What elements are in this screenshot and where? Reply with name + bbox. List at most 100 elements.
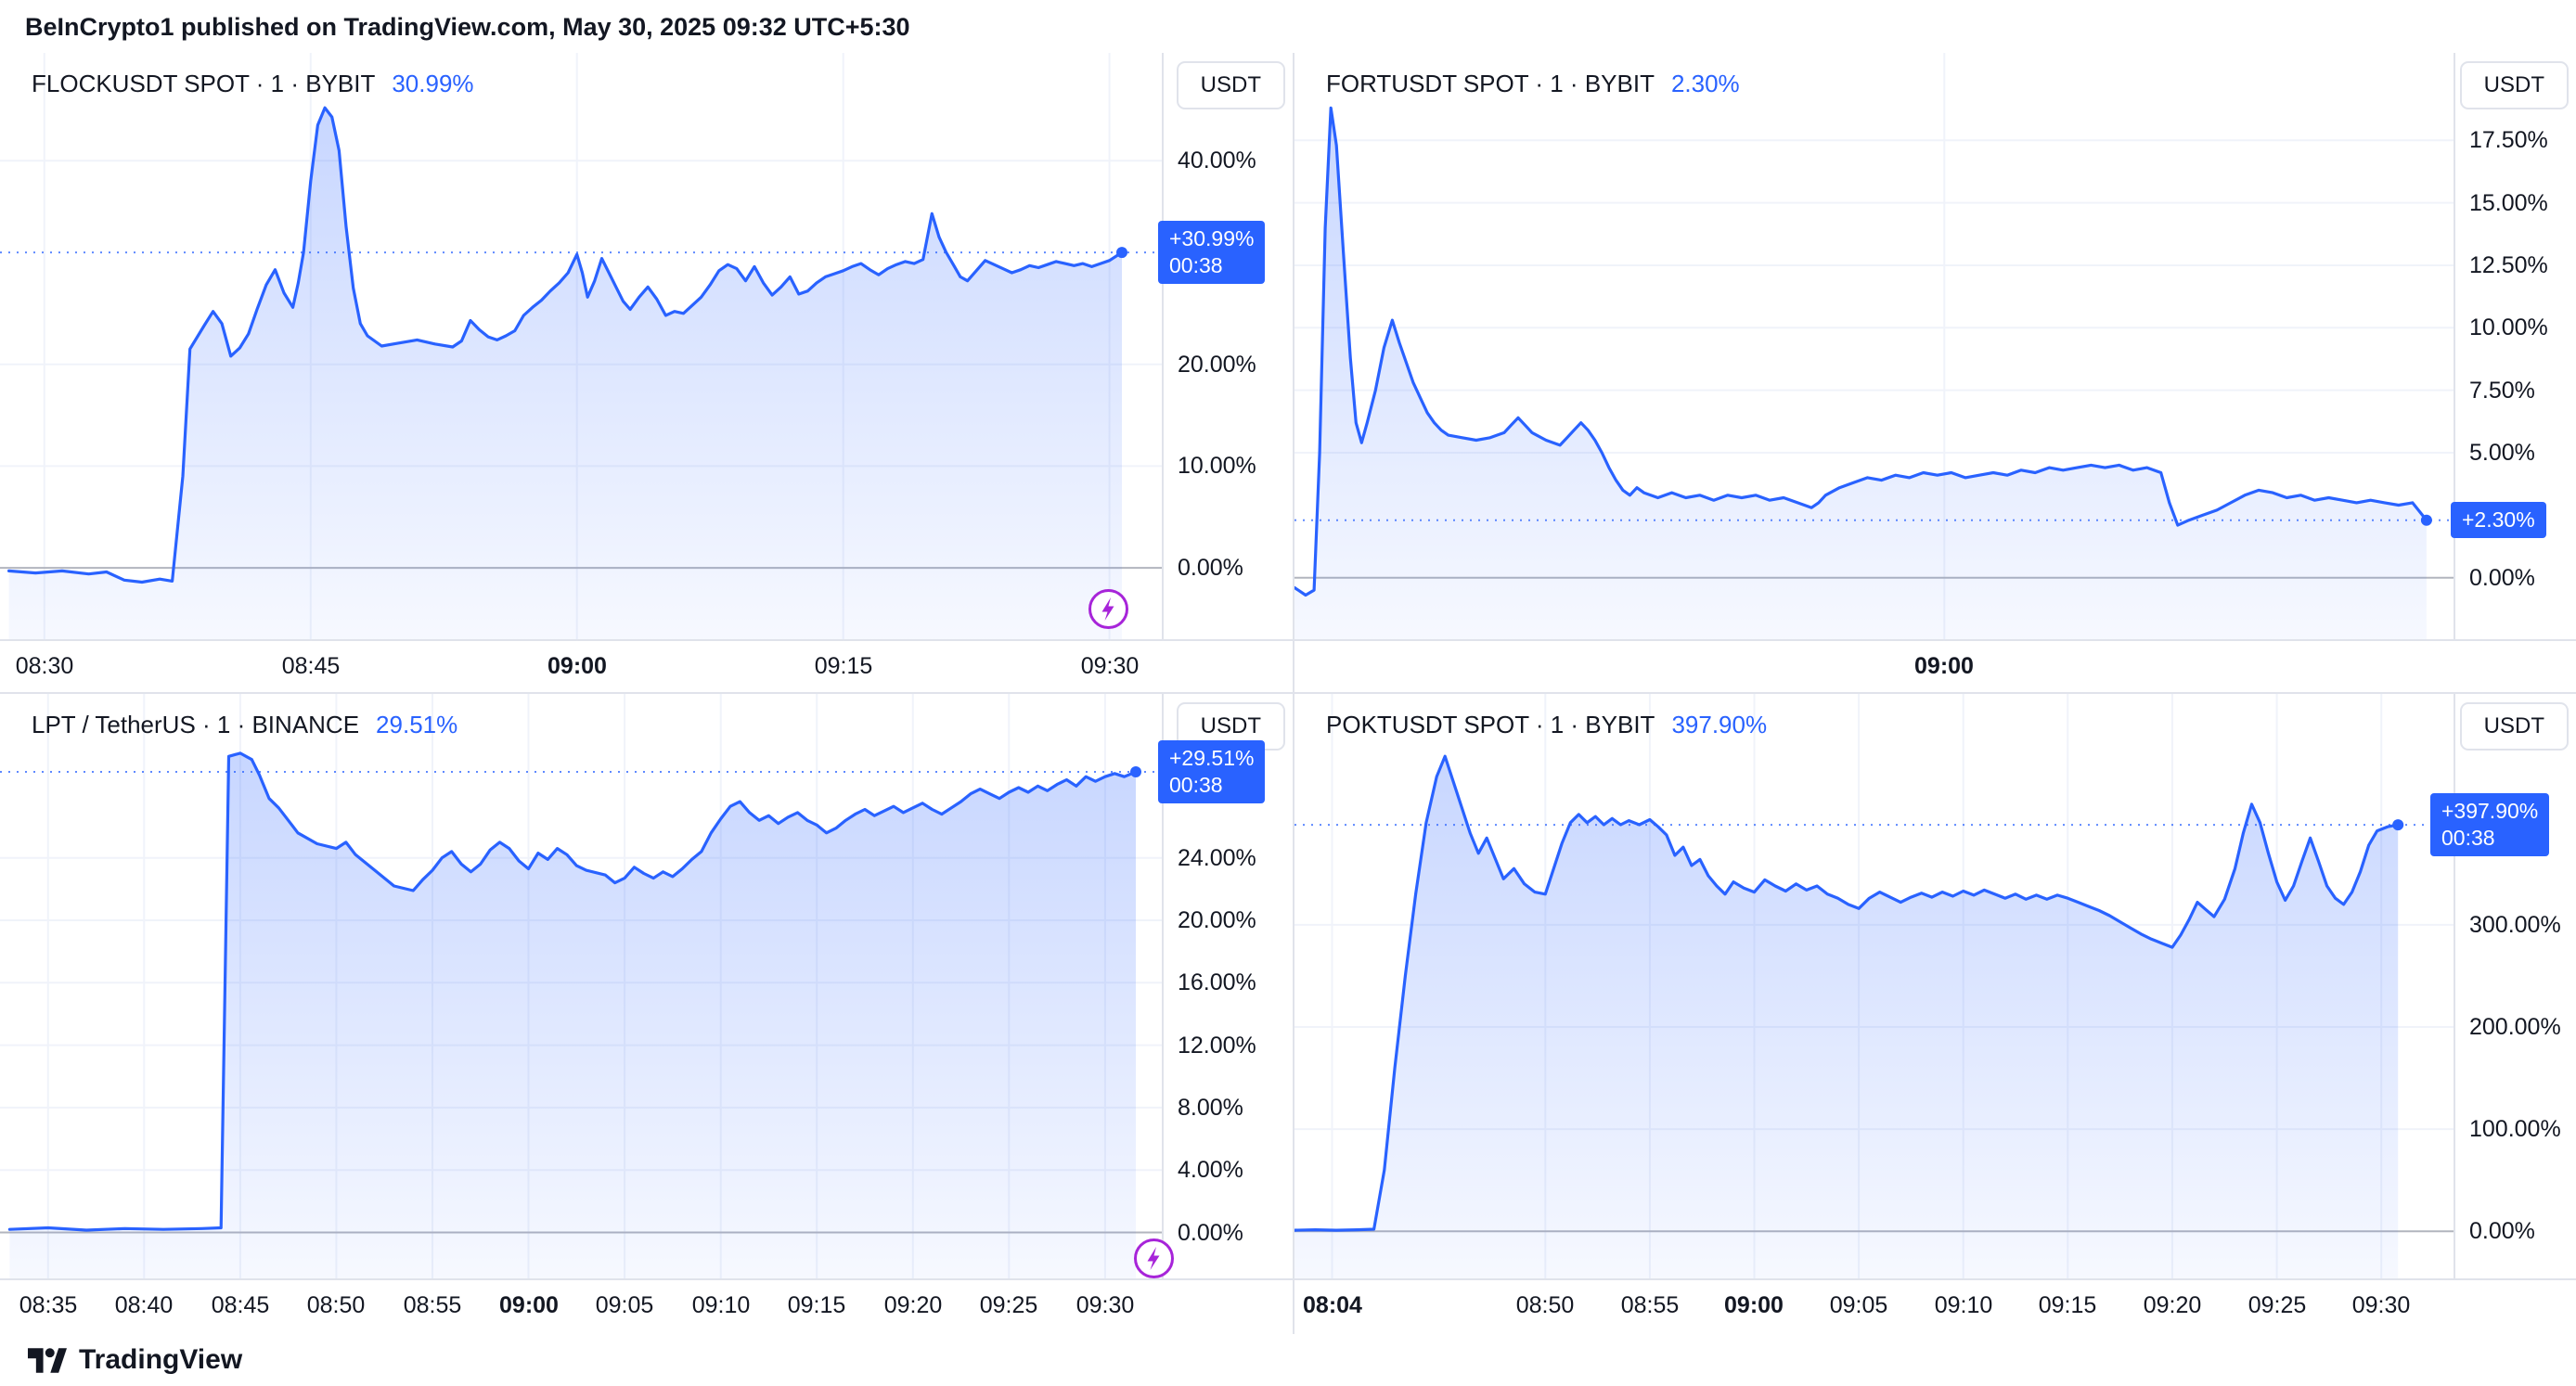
currency-toggle-button[interactable]: USDT (2459, 702, 2569, 751)
x-axis-label: 09:25 (2248, 1292, 2307, 1318)
chart-title: FLOCKUSDT SPOT · 1 · BYBIT 30.99% (32, 70, 474, 98)
x-axis-label: 08:40 (114, 1292, 174, 1318)
x-axis-label: 08:55 (1620, 1292, 1680, 1318)
last-price-value: +29.51% (1169, 746, 1255, 770)
x-axis-label: 09:10 (1934, 1292, 1993, 1318)
x-axis-label: 09:00 (499, 1292, 559, 1318)
y-axis-label: 0.00% (2469, 1218, 2535, 1244)
countdown-timer: 00:38 (1169, 773, 1223, 797)
x-axis-label: 09:00 (1724, 1292, 1784, 1318)
y-axis-label: 15.00% (2469, 190, 2548, 216)
x-axis-label: 08:50 (1515, 1292, 1575, 1318)
x-axis-label: 08:45 (211, 1292, 270, 1318)
chart-plot (1294, 53, 2576, 641)
chart-change-percent: 30.99% (392, 70, 474, 97)
chart-panel-flockusdt: FLOCKUSDT SPOT · 1 · BYBIT 30.99% USDT +… (0, 53, 1294, 694)
x-axis-label: 09:10 (691, 1292, 751, 1318)
chart-symbol: FLOCKUSDT SPOT · 1 · BYBIT (32, 70, 376, 97)
y-axis-label: 0.00% (1178, 555, 1243, 581)
chart-change-percent: 29.51% (376, 711, 458, 738)
x-axis-label: 09:00 (547, 653, 607, 679)
y-axis-label: 20.00% (1178, 907, 1256, 933)
chart-change-percent: 397.90% (1671, 711, 1768, 738)
last-price-value: +30.99% (1169, 226, 1255, 250)
y-axis-label: 24.00% (1178, 845, 1256, 871)
area-fill (9, 752, 1136, 1279)
chart-panel-poktusdt: POKTUSDT SPOT · 1 · BYBIT 397.90% USDT +… (1294, 694, 2576, 1334)
y-axis-label: 5.00% (2469, 440, 2535, 466)
y-axis-label: 12.50% (2469, 252, 2548, 278)
x-axis-label: 08:30 (15, 653, 74, 679)
tradingview-brand-text: TradingView (79, 1344, 243, 1375)
x-axis-label: 09:05 (595, 1292, 654, 1318)
y-axis-label: 0.00% (2469, 565, 2535, 591)
last-price-badge: +30.99% 00:38 (1158, 221, 1266, 284)
last-price-dot (2392, 819, 2404, 831)
y-axis-label: 20.00% (1178, 352, 1256, 378)
series-line (1294, 754, 2400, 1232)
chart-symbol: LPT / TetherUS · 1 · BINANCE (32, 711, 360, 738)
chart-plot (0, 694, 1293, 1280)
x-axis-label: 09:25 (979, 1292, 1038, 1318)
x-axis-label: 09:20 (2143, 1292, 2202, 1318)
last-price-dot (1130, 766, 1141, 777)
y-axis-label: 200.00% (2469, 1014, 2561, 1040)
chart-title: FORTUSDT SPOT · 1 · BYBIT 2.30% (1326, 70, 1740, 98)
x-axis-label: 09:20 (883, 1292, 943, 1318)
area-fill (1294, 108, 2427, 641)
y-axis-label: 8.00% (1178, 1095, 1243, 1121)
y-axis-label: 40.00% (1178, 148, 1256, 173)
x-axis-label: 09:30 (1080, 653, 1140, 679)
countdown-timer: 00:38 (2441, 826, 2495, 850)
chart-title: LPT / TetherUS · 1 · BINANCE 29.51% (32, 711, 457, 739)
y-axis-label: 100.00% (2469, 1116, 2561, 1142)
area-fill (1294, 756, 2399, 1279)
last-price-dot (2420, 514, 2432, 526)
flash-boost-icon[interactable] (1132, 1237, 1176, 1280)
publish-attribution: BeInCrypto1 published on TradingView.com… (25, 13, 910, 41)
x-axis-label: 09:30 (2351, 1292, 2411, 1318)
y-axis-label: 7.50% (2469, 378, 2535, 404)
last-price-dot (1116, 247, 1127, 259)
y-axis-label: 16.00% (1178, 969, 1256, 995)
x-axis-label: 09:15 (2038, 1292, 2097, 1318)
currency-toggle-button[interactable]: USDT (2459, 61, 2569, 109)
x-axis-label: 09:00 (1914, 653, 1974, 679)
last-price-badge: +29.51% 00:38 (1158, 740, 1266, 803)
y-axis-label: 4.00% (1178, 1157, 1243, 1183)
x-axis-label: 08:35 (19, 1292, 78, 1318)
x-axis-label: 08:04 (1303, 1292, 1362, 1318)
last-price-badge: +397.90% 00:38 (2430, 793, 2550, 856)
currency-toggle-button[interactable]: USDT (1176, 61, 1285, 109)
x-axis-label: 08:45 (281, 653, 341, 679)
chart-panel-fortusdt: FORTUSDT SPOT · 1 · BYBIT 2.30% USDT +2.… (1294, 53, 2576, 694)
y-axis-label: 17.50% (2469, 127, 2548, 153)
y-axis-label: 10.00% (1178, 453, 1256, 479)
chart-panel-lpt: LPT / TetherUS · 1 · BINANCE 29.51% USDT… (0, 694, 1294, 1334)
x-axis-label: 09:30 (1075, 1292, 1135, 1318)
flash-boost-icon[interactable] (1087, 587, 1130, 631)
chart-change-percent: 2.30% (1670, 70, 1740, 97)
series-line (7, 751, 1138, 1232)
footer-brand-link[interactable]: TradingView (28, 1344, 242, 1376)
chart-symbol: FORTUSDT SPOT · 1 · BYBIT (1326, 70, 1655, 97)
x-axis-label: 09:05 (1829, 1292, 1888, 1318)
y-axis-label: 300.00% (2469, 912, 2561, 938)
last-price-badge: +2.30% (2451, 502, 2546, 538)
chart-plot (1294, 694, 2576, 1280)
y-axis-label: 10.00% (2469, 314, 2548, 340)
area-fill (8, 108, 1123, 640)
last-price-value: +397.90% (2441, 799, 2539, 823)
chart-title: POKTUSDT SPOT · 1 · BYBIT 397.90% (1326, 711, 1767, 739)
series-line (7, 106, 1124, 584)
chart-symbol: POKTUSDT SPOT · 1 · BYBIT (1326, 711, 1655, 738)
y-axis-label: 12.00% (1178, 1033, 1256, 1059)
y-axis-label: 0.00% (1178, 1220, 1243, 1246)
x-axis-label: 09:15 (787, 1292, 846, 1318)
x-axis-label: 09:15 (814, 653, 873, 679)
x-axis-label: 08:55 (403, 1292, 462, 1318)
last-price-value: +2.30% (2462, 507, 2535, 532)
countdown-timer: 00:38 (1169, 253, 1223, 277)
chart-plot (0, 53, 1293, 641)
